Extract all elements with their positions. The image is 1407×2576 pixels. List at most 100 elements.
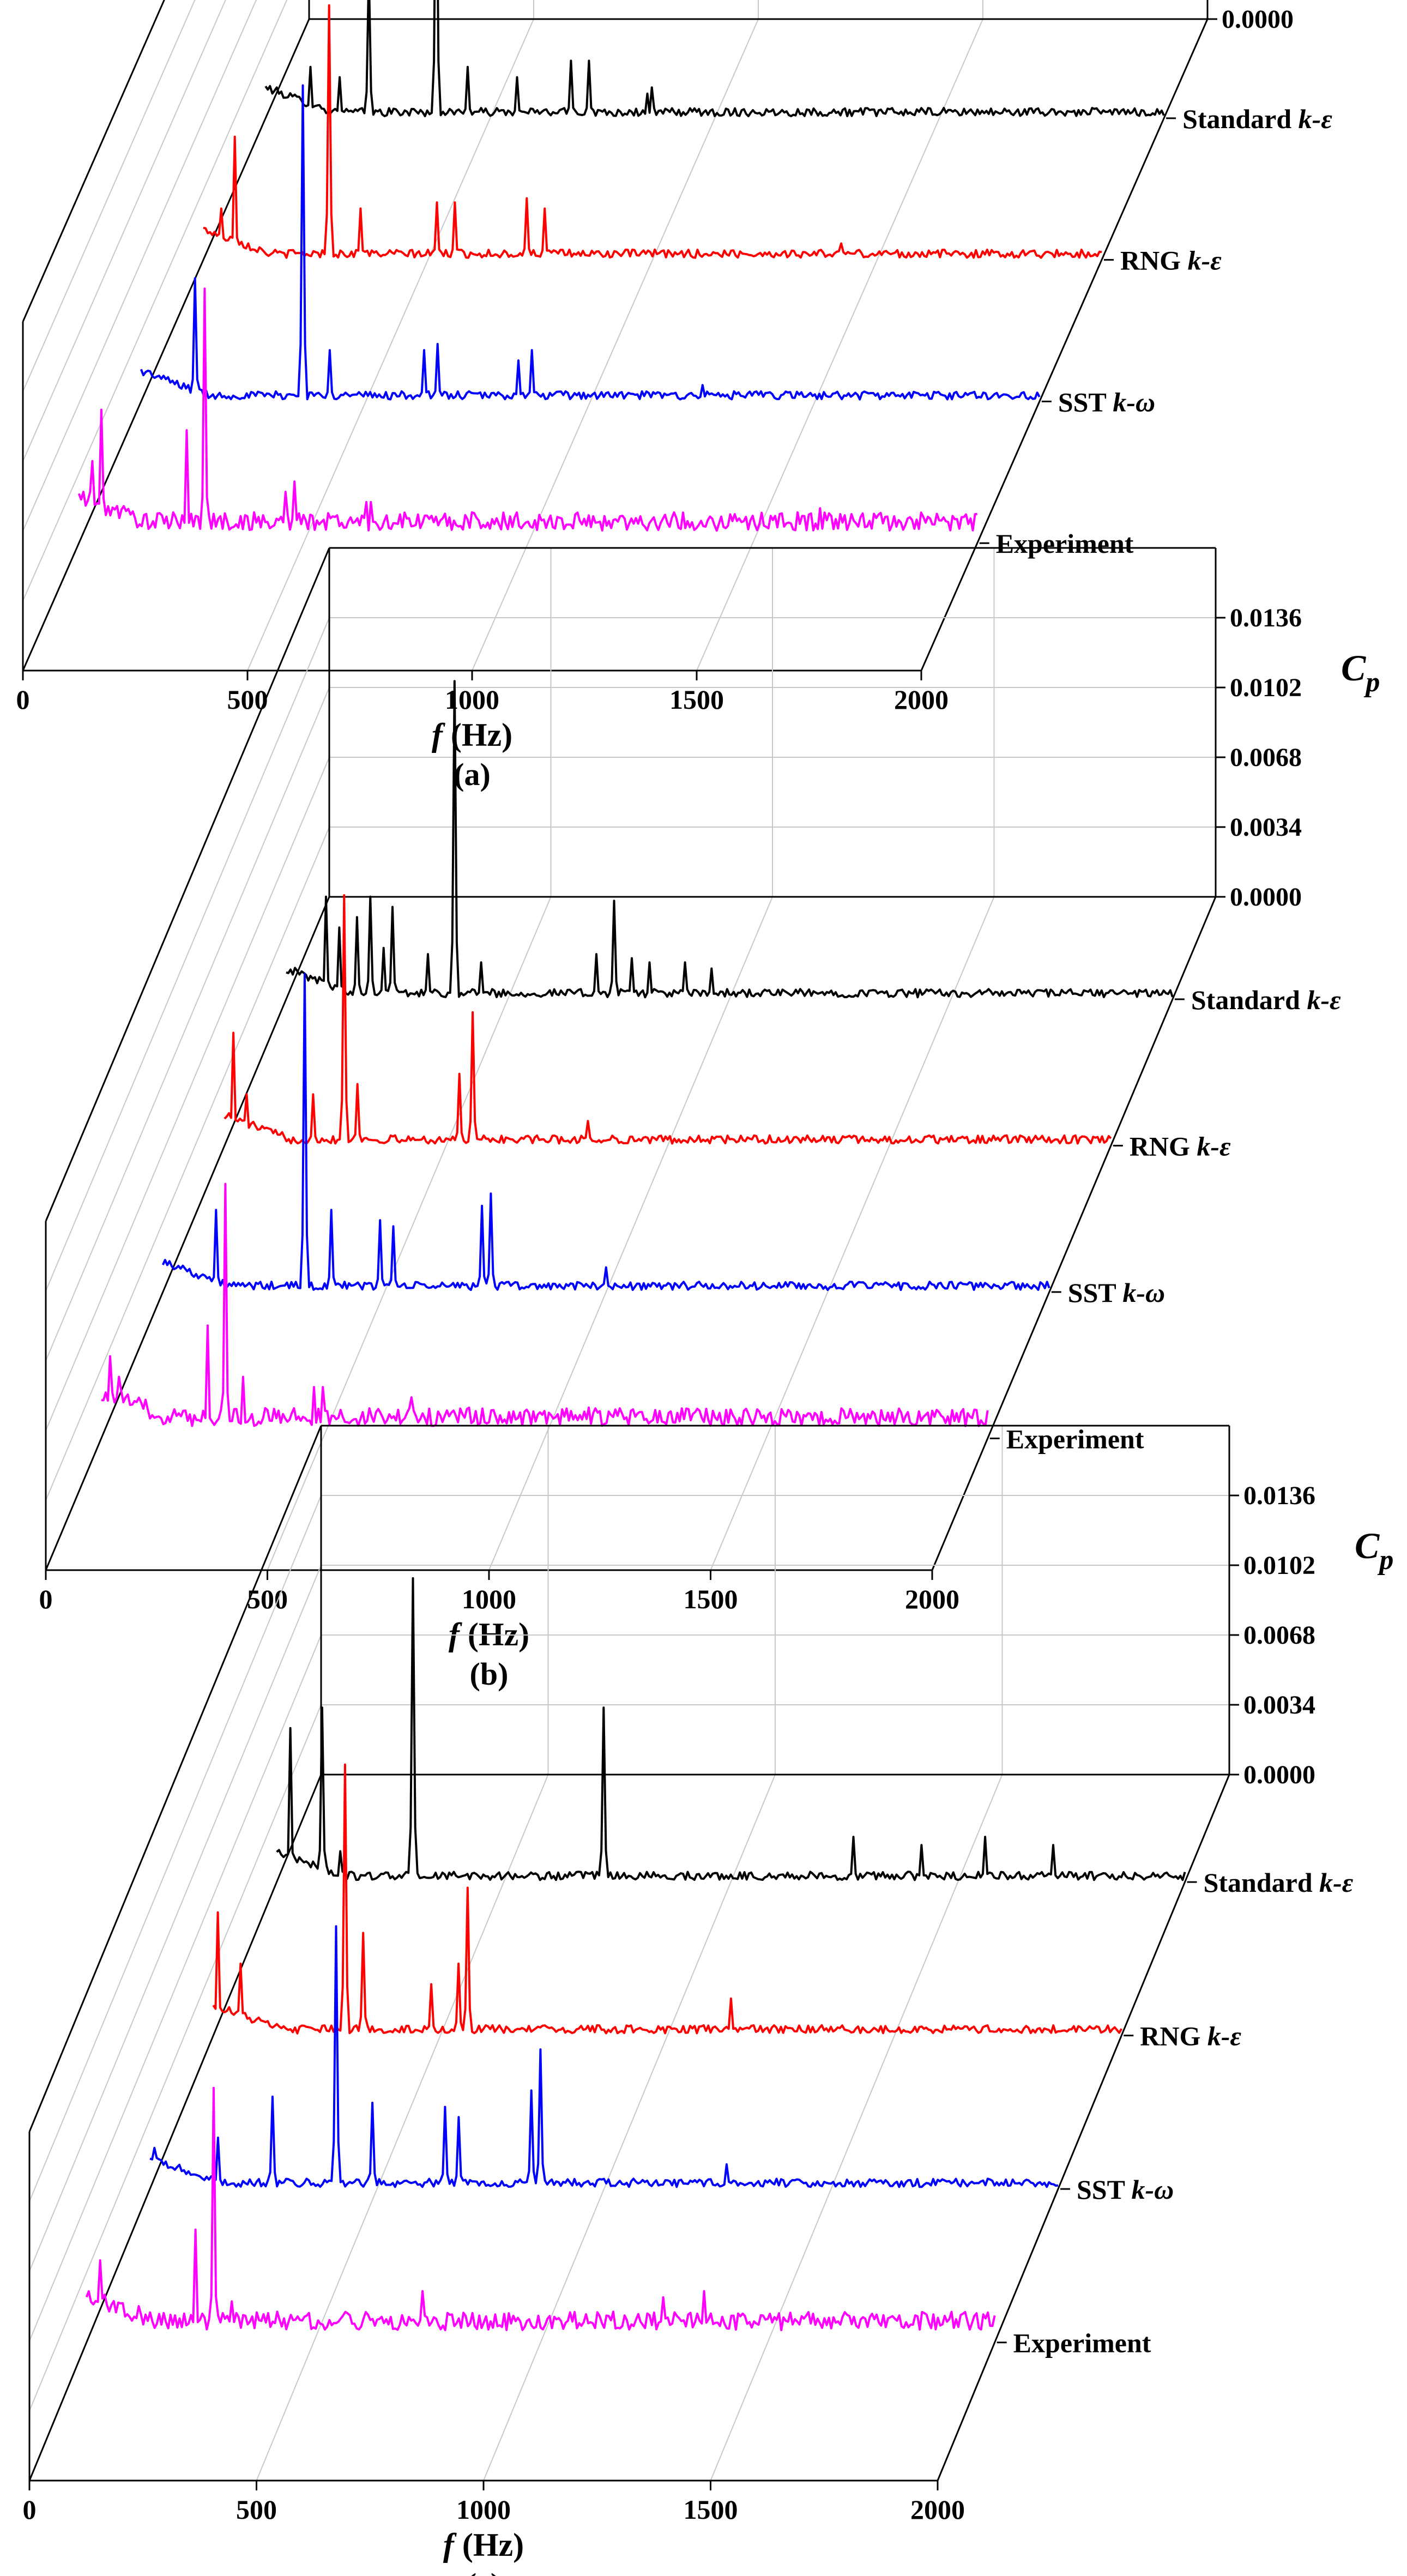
axis-frame-line (22, 0, 165, 322)
series-label-text: RNG (1140, 2021, 1207, 2052)
side-wall-gridline (22, 0, 226, 462)
floor-gridline (710, 896, 995, 1571)
axis-frame-line (28, 1774, 322, 2481)
series-line-experiment (85, 2086, 996, 2331)
side-wall-gridline (45, 687, 330, 1361)
series-label: RNG k-ε (1130, 1131, 1231, 1161)
side-wall-gridline (29, 1565, 322, 2272)
series-label-model: k-ε (1188, 245, 1222, 276)
series-label: SST k-ω (1077, 2174, 1174, 2205)
series-label-text: Experiment (996, 528, 1134, 559)
x-tick-label: 1000 (456, 2494, 511, 2525)
y-tick-label: 0.0102 (1230, 673, 1302, 702)
panel-caption: (b) (470, 1656, 509, 1692)
series-label-text: Standard (1191, 985, 1307, 1015)
series-label-text: SST (1068, 1277, 1123, 1308)
side-wall-gridline (22, 0, 257, 532)
axis-frame-line (45, 547, 330, 1222)
x-tick-label: 1000 (462, 1584, 516, 1614)
series-label-model: k-ε (1307, 985, 1341, 1015)
y-tick-label: 0.0000 (1243, 1760, 1315, 1789)
y-axis-title-sub: p (1363, 667, 1380, 698)
series-label: Experiment (1006, 1423, 1144, 1454)
x-tick-label: 1000 (445, 684, 499, 715)
series-label: Standard k-ε (1182, 104, 1332, 134)
series-line-standard-k- (264, 0, 1165, 118)
floor-gridline (483, 1774, 776, 2481)
panel-caption: (a) (454, 757, 491, 792)
y-tick-label: 0.0000 (1230, 883, 1302, 912)
floor-gridline (472, 19, 759, 671)
series-line-sst-k- (149, 1925, 1059, 2188)
series-label: Standard k-ε (1204, 1867, 1354, 1898)
floor-gridline (267, 896, 552, 1571)
series-line-rng-k- (203, 4, 1102, 259)
side-wall-gridline (22, 0, 288, 601)
side-wall-gridline (45, 617, 330, 1292)
y-tick-label: 0.0034 (1243, 1691, 1315, 1720)
axis-frame-line (920, 19, 1209, 671)
floor-gridline (247, 19, 534, 671)
y-axis-title: Cp (1355, 1525, 1393, 1576)
x-tick-label: 0 (23, 2494, 37, 2525)
series-label-text: Experiment (1006, 1423, 1144, 1454)
y-tick-label: 0.0136 (1230, 604, 1302, 632)
series-label: Experiment (1013, 2328, 1151, 2358)
series-label-text: RNG (1130, 1131, 1197, 1161)
axis-frame-line (937, 1774, 1230, 2481)
series-label-text: SST (1058, 387, 1113, 417)
y-axis-title: Cp (1341, 647, 1380, 698)
series-label-text: Standard (1204, 1867, 1320, 1898)
series-label-text: Standard (1182, 104, 1299, 134)
axis-frame-line (22, 19, 310, 671)
series-line-rng-k- (212, 1763, 1123, 2035)
axis-frame-line (45, 896, 330, 1571)
series-label-text: Experiment (1013, 2328, 1151, 2358)
side-wall-gridline (29, 1495, 322, 2202)
series-line-experiment (77, 287, 977, 532)
series-label: RNG k-ε (1140, 2021, 1241, 2052)
floor-gridline (710, 1774, 1003, 2481)
side-wall-gridline (22, 0, 196, 392)
x-tick-label: 1500 (684, 2494, 738, 2525)
series-label-model: k-ε (1207, 2021, 1242, 2052)
series-label-text: SST (1077, 2174, 1132, 2205)
floor-gridline (256, 1774, 549, 2481)
side-wall-gridline (45, 827, 330, 1501)
floor-gridline (488, 896, 773, 1571)
x-axis-title-space (443, 717, 451, 753)
panel-b: 0 500 1000 1500 20000.00000.00340.00680.0102… (39, 547, 1380, 1692)
series-label: SST k-ω (1058, 387, 1155, 417)
y-tick-label: 0.0000 (1222, 5, 1294, 34)
floor-gridline (696, 19, 983, 671)
series-line-standard-k- (276, 1577, 1186, 1881)
series-line-rng-k- (224, 894, 1112, 1145)
x-axis-title-unit: (Hz) (451, 717, 512, 753)
series-label-model: k-ε (1319, 1867, 1354, 1898)
x-tick-label: 0 (39, 1584, 53, 1614)
series-label-model: k-ε (1197, 1131, 1231, 1161)
series-line-sst-k- (140, 84, 1041, 401)
series-label: Standard k-ε (1191, 985, 1341, 1015)
series-line-standard-k- (286, 680, 1174, 999)
series-line-sst-k- (161, 973, 1050, 1292)
x-axis-title-space (454, 2527, 462, 2563)
axis-frame-line (28, 1425, 322, 2132)
panel-a: 05001000150020000.00000.00340.00680.0102… (16, 0, 1332, 792)
series-label-model: k-ω (1122, 1277, 1165, 1308)
x-axis-title: f (Hz) (432, 717, 512, 753)
side-wall-gridline (45, 757, 330, 1431)
series-label-text: RNG (1120, 245, 1188, 276)
series-label: Experiment (996, 528, 1134, 559)
y-tick-label: 0.0136 (1243, 1481, 1315, 1510)
series-line-experiment (101, 1183, 989, 1427)
series-label-model: k-ω (1132, 2174, 1174, 2205)
side-wall-gridline (29, 1634, 322, 2342)
panel-caption: (c) (466, 2567, 501, 2576)
y-tick-label: 0.0102 (1243, 1551, 1315, 1580)
panel-c: 0 500 1000 1500 2000 0.0000 0.0034 0.0068 0.0102… (23, 1425, 1393, 2576)
x-tick-label: 1500 (669, 684, 724, 715)
x-tick-label: 1500 (684, 1584, 738, 1614)
x-axis-title-unit: (Hz) (462, 2527, 524, 2563)
